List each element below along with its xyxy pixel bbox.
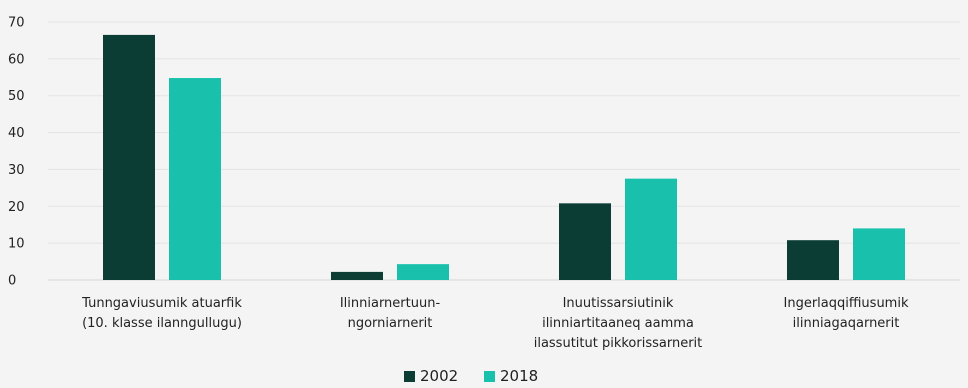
bar-2018-4 [853, 228, 905, 280]
legend: 2002 2018 [404, 367, 538, 385]
bar-2002-4 [787, 240, 839, 280]
y-tick-label: 10 [8, 237, 25, 252]
x-tick-label-line: ilassutitut pikkorissarnerit [534, 336, 703, 351]
bars [103, 34, 905, 281]
x-tick-label-line: ilinniagaqarnerit [793, 316, 900, 331]
y-axis: 0 10 20 30 40 50 60 70 [8, 16, 25, 289]
y-tick-label: 0 [8, 274, 16, 289]
x-tick-label: Ilinniarnertuun-ngorniarnerit [340, 296, 441, 331]
legend-label-2002: 2002 [420, 367, 458, 385]
legend-swatch-2002 [404, 371, 415, 382]
x-tick-label: Ingerlaqqiffiusumik ilinniagaqarnerit [784, 296, 909, 331]
x-tick-label-line: (10. klasse ilanngullugu) [82, 316, 242, 331]
y-tick-label: 50 [8, 89, 25, 104]
x-tick-label-line: ilinniartitaaneq aamma [542, 316, 694, 331]
x-axis: Tunngaviusumik atuarfik (10. klasse ilann… [81, 296, 909, 351]
x-tick-label-line: Ilinniarnertuun- [340, 296, 441, 311]
x-tick-label-line: Ingerlaqqiffiusumik [784, 296, 909, 311]
legend-swatch-2018 [484, 371, 495, 382]
x-tick-label-line: Inuutissarsiutinik [563, 296, 674, 311]
bar-2002-1 [103, 34, 155, 281]
x-tick-label-line: ngorniarnerit [348, 316, 433, 331]
bar-2002-2 [331, 271, 383, 280]
legend-label-2018: 2018 [500, 367, 538, 385]
bar-2018-3 [625, 178, 677, 280]
x-tick-label-line: Tunngaviusumik atuarfik [81, 296, 242, 311]
y-tick-label: 20 [8, 200, 25, 215]
y-tick-label: 60 [8, 52, 25, 67]
y-tick-label: 70 [8, 16, 25, 31]
bar-2002-3 [559, 203, 611, 280]
bar-2018-2 [397, 264, 449, 280]
y-tick-label: 30 [8, 163, 25, 178]
y-tick-label: 40 [8, 126, 25, 141]
x-tick-label: Inuutissarsiutinik ilinniartitaaneq aamma… [534, 296, 703, 351]
x-tick-label: Tunngaviusumik atuarfik (10. klasse ilann… [81, 296, 242, 331]
bar-2018-1 [169, 78, 221, 280]
